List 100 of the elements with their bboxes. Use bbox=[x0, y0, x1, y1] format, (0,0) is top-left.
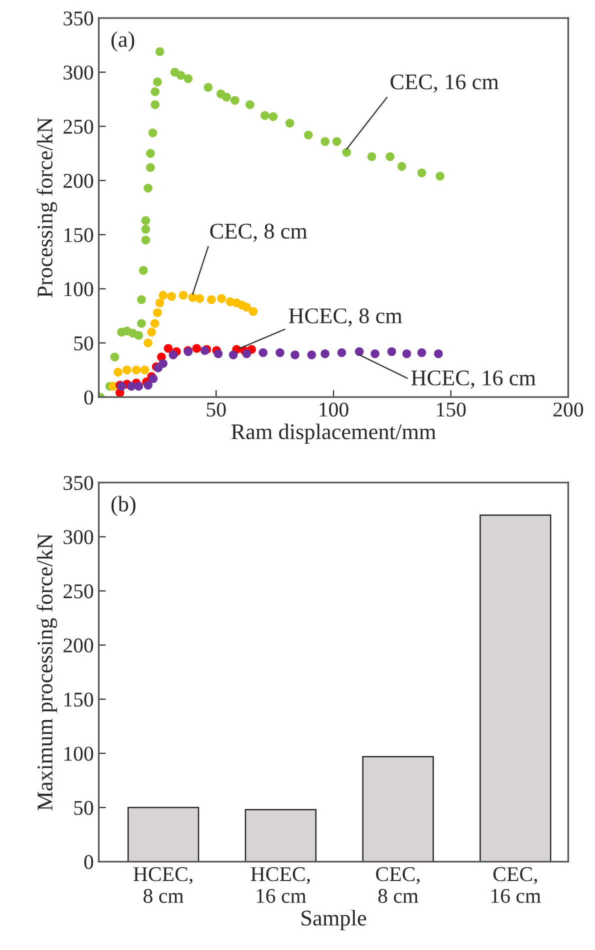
point bbox=[397, 162, 406, 171]
point bbox=[370, 349, 380, 358]
x-tick-label: 150 bbox=[437, 402, 466, 417]
y-tick-label: 350 bbox=[64, 11, 94, 26]
point bbox=[144, 338, 152, 348]
point bbox=[148, 374, 158, 384]
point bbox=[417, 168, 426, 178]
y-tick-label: 50 bbox=[74, 336, 94, 350]
y-axis-title: Maximum processing force/kN bbox=[36, 534, 58, 810]
point bbox=[290, 350, 300, 360]
point bbox=[144, 380, 152, 390]
point bbox=[153, 308, 162, 318]
y-tick-label: 250 bbox=[64, 584, 94, 598]
point bbox=[147, 328, 156, 337]
point bbox=[114, 368, 122, 377]
point bbox=[276, 348, 284, 358]
point bbox=[158, 290, 168, 300]
point bbox=[402, 349, 412, 358]
point bbox=[222, 92, 231, 102]
y-tick-label: 250 bbox=[64, 120, 94, 134]
point bbox=[134, 382, 144, 391]
bar bbox=[480, 514, 552, 862]
x-tick-label: HCEC, 16 cm bbox=[250, 867, 310, 903]
point bbox=[192, 344, 202, 353]
point bbox=[176, 71, 186, 80]
point bbox=[184, 74, 193, 84]
point bbox=[320, 349, 330, 358]
point bbox=[164, 344, 173, 353]
point bbox=[144, 184, 152, 192]
point bbox=[146, 163, 155, 172]
bar bbox=[244, 809, 317, 862]
point bbox=[260, 111, 270, 120]
point bbox=[141, 224, 150, 234]
point bbox=[127, 382, 136, 391]
y-tick-label: 150 bbox=[64, 228, 94, 242]
point bbox=[207, 295, 216, 304]
point bbox=[242, 349, 252, 358]
x-tick-label: 200 bbox=[554, 402, 584, 417]
point bbox=[168, 350, 178, 360]
point bbox=[285, 118, 294, 128]
point bbox=[150, 100, 160, 110]
point bbox=[140, 366, 150, 374]
y-tick-label: 100 bbox=[64, 746, 94, 761]
point bbox=[436, 172, 444, 181]
x-tick-label: CEC, 16 cm bbox=[491, 867, 541, 903]
point bbox=[386, 152, 394, 162]
point bbox=[155, 47, 164, 56]
point bbox=[228, 350, 238, 360]
y-tick-label: 100 bbox=[64, 282, 94, 296]
point bbox=[148, 128, 158, 138]
point bbox=[132, 366, 141, 374]
x-tick-label: 50 bbox=[206, 402, 226, 417]
point bbox=[217, 294, 226, 303]
y-axis-title: Processing force/kN bbox=[36, 118, 58, 298]
point bbox=[150, 319, 160, 328]
point bbox=[195, 294, 204, 303]
y-tick-label: 50 bbox=[74, 800, 94, 815]
bar bbox=[362, 756, 434, 862]
point bbox=[434, 349, 443, 358]
y-tick-label: 0 bbox=[84, 855, 94, 870]
point bbox=[214, 349, 223, 358]
point bbox=[307, 350, 316, 360]
point bbox=[342, 148, 352, 157]
point bbox=[367, 152, 376, 162]
point bbox=[387, 347, 396, 356]
y-tick-label: 350 bbox=[64, 476, 94, 490]
point bbox=[150, 87, 160, 96]
point bbox=[268, 112, 278, 121]
y-tick-label: 300 bbox=[64, 66, 94, 80]
point bbox=[158, 359, 168, 368]
x-tick-label: HCEC, 8 cm bbox=[134, 867, 192, 903]
y-tick-label: 200 bbox=[64, 174, 94, 188]
point bbox=[246, 100, 254, 110]
annotation: CEC, 16 cm bbox=[390, 74, 499, 93]
x-tick-label: CEC, 8 cm bbox=[376, 867, 420, 903]
point bbox=[320, 137, 330, 146]
annotation: CEC, 8 cm bbox=[210, 224, 308, 242]
point bbox=[110, 352, 120, 362]
point bbox=[137, 319, 146, 328]
point bbox=[204, 82, 213, 92]
y-tick-label: 300 bbox=[64, 530, 94, 544]
point bbox=[146, 149, 155, 158]
x-axis-title: Sample bbox=[302, 910, 366, 930]
annotation: HCEC, 8 cm bbox=[288, 308, 402, 327]
point bbox=[242, 302, 252, 312]
point bbox=[337, 348, 346, 358]
point bbox=[137, 295, 146, 304]
point bbox=[153, 78, 162, 86]
point bbox=[304, 130, 313, 140]
y-tick-label: 0 bbox=[84, 390, 94, 405]
x-tick-label: 100 bbox=[320, 402, 348, 417]
point bbox=[155, 298, 164, 308]
point bbox=[178, 290, 188, 300]
point bbox=[248, 307, 258, 316]
y-tick-label: 200 bbox=[64, 638, 94, 652]
point bbox=[332, 137, 342, 146]
point bbox=[141, 236, 150, 244]
point bbox=[354, 347, 364, 356]
point bbox=[122, 366, 132, 374]
bar bbox=[127, 806, 200, 862]
